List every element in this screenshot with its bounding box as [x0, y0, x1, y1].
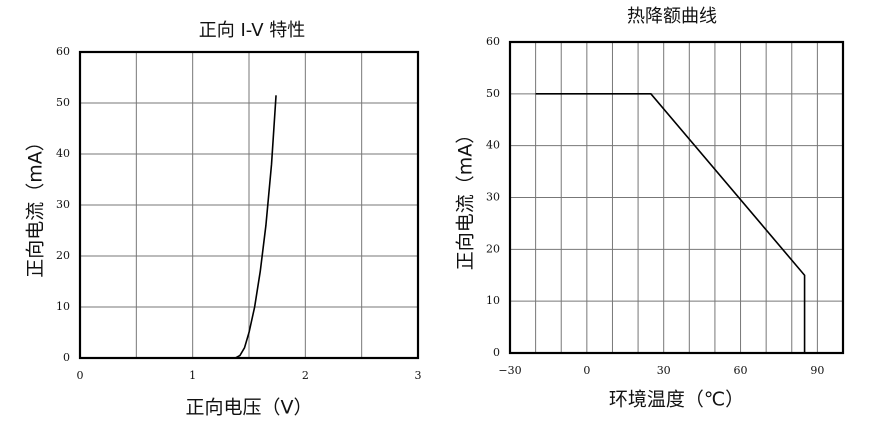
y-tick-label: 60: [56, 45, 70, 58]
y-tick-label: 10: [486, 294, 500, 307]
x-axis-label: 环境温度（℃）: [609, 389, 744, 411]
x-tick-label: −30: [498, 364, 521, 377]
y-tick-label: 0: [493, 346, 500, 359]
y-tick-label: 30: [56, 198, 70, 211]
x-tick-label: 2: [302, 369, 309, 382]
data-line: [235, 95, 277, 359]
x-tick-label: 90: [810, 364, 824, 377]
y-tick-label: 20: [56, 249, 70, 262]
x-tick-label: 0: [583, 364, 590, 377]
chart-title: 热降额曲线: [627, 6, 717, 27]
y-axis-label: 正向电流（mA）: [25, 132, 47, 278]
y-axis-label: 正向电流（mA）: [455, 125, 477, 271]
plot-border: [78, 50, 420, 360]
y-tick-label: 0: [63, 351, 70, 364]
plot-border: [508, 40, 845, 355]
y-tick-label: 50: [56, 96, 70, 109]
y-tick-label: 30: [486, 191, 500, 204]
x-tick-label: 30: [657, 364, 671, 377]
x-tick-label: 3: [415, 369, 422, 382]
y-tick-label: 20: [486, 242, 500, 255]
x-axis-label: 正向电压（V）: [186, 397, 313, 419]
x-tick-label: 0: [77, 369, 84, 382]
y-tick-label: 40: [56, 147, 70, 160]
y-tick-label: 10: [56, 300, 70, 313]
y-tick-label: 60: [486, 35, 500, 48]
chart-title: 正向 I-V 特性: [199, 20, 306, 41]
x-tick-label: 60: [734, 364, 748, 377]
data-line: [535, 93, 806, 353]
y-tick-label: 40: [486, 139, 500, 152]
y-tick-label: 50: [486, 87, 500, 100]
x-tick-label: 1: [189, 369, 196, 382]
